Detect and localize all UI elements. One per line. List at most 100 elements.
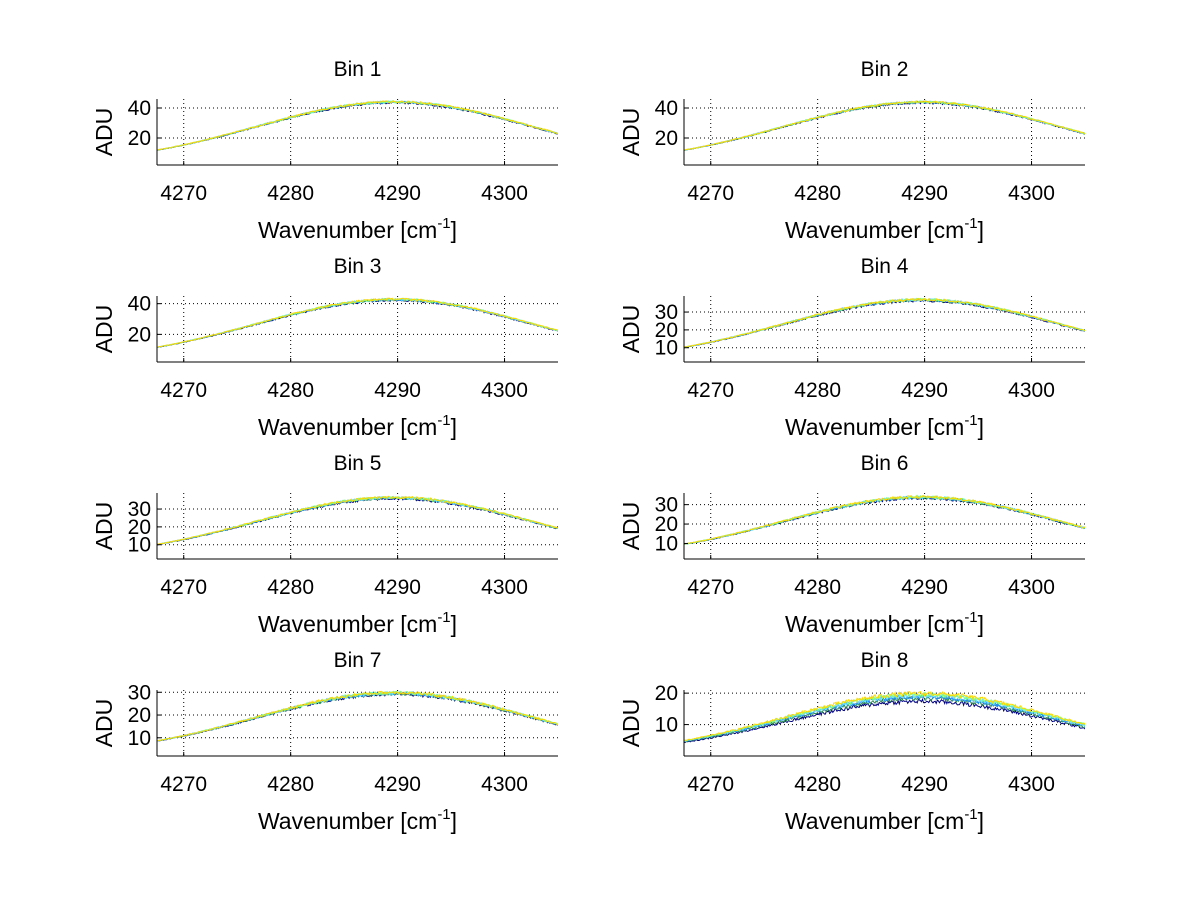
x-tick-label: 4290: [374, 182, 421, 205]
x-tick-label: 4270: [160, 773, 207, 796]
x-axis-label-main: Wavenumber [cm: [258, 808, 437, 834]
x-tick-label: 4280: [267, 576, 314, 599]
subplot-bin-2: 4270 4280 4290 4300 20 40 Bin 2 ADU Wavenumber […: [618, 58, 1085, 243]
y-tick-label: 30: [128, 681, 151, 704]
x-tick-label: 4290: [901, 379, 948, 402]
x-axis-label: Wavenumber [cm-1]: [258, 609, 457, 637]
x-axis-label-sup: -1: [964, 412, 977, 429]
x-axis-label-end: ]: [978, 611, 984, 637]
subplot-title: Bin 3: [334, 255, 382, 278]
y-axis-label: ADU: [618, 502, 644, 551]
series-group: [157, 297, 558, 348]
x-tick-label: 4300: [481, 379, 528, 402]
x-axis-label: Wavenumber [cm-1]: [258, 412, 457, 440]
series-group: [684, 494, 1085, 546]
y-tick-label: 30: [655, 301, 678, 324]
x-tick-label: 4270: [687, 182, 734, 205]
x-tick-label: 4300: [1008, 773, 1055, 796]
x-tick-label: 4300: [1008, 182, 1055, 205]
y-axis-label: ADU: [618, 699, 644, 748]
x-tick-label: 4290: [901, 576, 948, 599]
x-tick-label: 4300: [481, 773, 528, 796]
y-tick-label: 40: [655, 97, 678, 120]
subplot-title: Bin 2: [861, 58, 909, 81]
x-tick-label: 4270: [687, 773, 734, 796]
x-tick-label: 4280: [794, 576, 841, 599]
subplot-bin-3: 4270 4280 4290 4300 20 40 Bin 3 ADU Wavenumber […: [91, 255, 558, 440]
subplot-title: Bin 7: [334, 649, 382, 672]
x-tick-label: 4280: [267, 379, 314, 402]
x-axis-label-sup: -1: [964, 806, 977, 823]
x-tick-label: 4280: [794, 182, 841, 205]
y-tick-label: 10: [655, 532, 678, 555]
x-axis-label-sup: -1: [964, 609, 977, 626]
x-tick-label: 4300: [481, 182, 528, 205]
y-axis-label: ADU: [91, 502, 117, 551]
y-tick-label: 20: [655, 319, 678, 342]
x-tick-label: 4280: [267, 182, 314, 205]
x-axis-label: Wavenumber [cm-1]: [785, 609, 984, 637]
y-axis-label: ADU: [91, 305, 117, 354]
y-tick-label: 20: [128, 704, 151, 727]
y-tick-label: 30: [655, 494, 678, 517]
series-line-1: [684, 697, 1085, 744]
x-axis-label-end: ]: [978, 217, 984, 243]
x-axis-label-end: ]: [451, 808, 457, 834]
x-axis-label-end: ]: [451, 611, 457, 637]
x-axis-label-sup: -1: [964, 215, 977, 232]
y-tick-label: 10: [128, 727, 151, 750]
y-tick-label: 20: [128, 323, 151, 346]
subplot-title: Bin 6: [861, 452, 909, 475]
x-tick-label: 4300: [1008, 379, 1055, 402]
series-group: [684, 690, 1085, 744]
x-axis-label-sup: -1: [437, 609, 450, 626]
series-line-6: [684, 494, 1085, 545]
y-tick-label: 30: [128, 498, 151, 521]
x-axis-label-end: ]: [451, 414, 457, 440]
x-tick-label: 4270: [687, 576, 734, 599]
x-axis-label: Wavenumber [cm-1]: [258, 806, 457, 834]
y-tick-label: 20: [655, 127, 678, 150]
x-tick-label: 4270: [160, 182, 207, 205]
y-tick-label: 10: [655, 714, 678, 737]
x-axis-label: Wavenumber [cm-1]: [785, 806, 984, 834]
x-tick-label: 4270: [687, 379, 734, 402]
x-tick-label: 4280: [794, 773, 841, 796]
x-axis-label-sup: -1: [437, 412, 450, 429]
series-line-6: [684, 297, 1085, 348]
subplot-bin-1: 4270 4280 4290 4300 20 40 Bin 1 ADU Wavenumber […: [91, 58, 558, 243]
y-tick-label: 20: [655, 682, 678, 705]
subplot-title: Bin 4: [861, 255, 909, 278]
series-line-6: [157, 495, 558, 545]
series-group: [684, 297, 1085, 348]
x-tick-label: 4290: [374, 379, 421, 402]
y-axis-label: ADU: [618, 305, 644, 354]
x-tick-label: 4280: [267, 773, 314, 796]
series-group: [157, 495, 558, 546]
x-tick-label: 4280: [794, 379, 841, 402]
subplot-title: Bin 5: [334, 452, 382, 475]
x-axis-label-main: Wavenumber [cm: [258, 217, 437, 243]
x-axis-label-main: Wavenumber [cm: [258, 611, 437, 637]
x-tick-label: 4300: [481, 576, 528, 599]
series-line-6: [157, 297, 558, 348]
subplot-title: Bin 8: [861, 649, 909, 672]
series-group: [157, 690, 558, 742]
x-axis-label-end: ]: [978, 414, 984, 440]
subplot-title: Bin 1: [334, 58, 382, 81]
y-tick-label: 20: [128, 516, 151, 539]
x-axis-label-main: Wavenumber [cm: [785, 414, 964, 440]
y-tick-label: 20: [128, 127, 151, 150]
x-tick-label: 4270: [160, 379, 207, 402]
x-tick-label: 4290: [901, 182, 948, 205]
series-line-6: [684, 100, 1085, 151]
y-tick-label: 40: [128, 97, 151, 120]
x-tick-label: 4270: [160, 576, 207, 599]
x-axis-label-main: Wavenumber [cm: [258, 414, 437, 440]
x-axis-label-sup: -1: [437, 215, 450, 232]
series-line-6: [157, 100, 558, 151]
x-tick-label: 4290: [374, 773, 421, 796]
